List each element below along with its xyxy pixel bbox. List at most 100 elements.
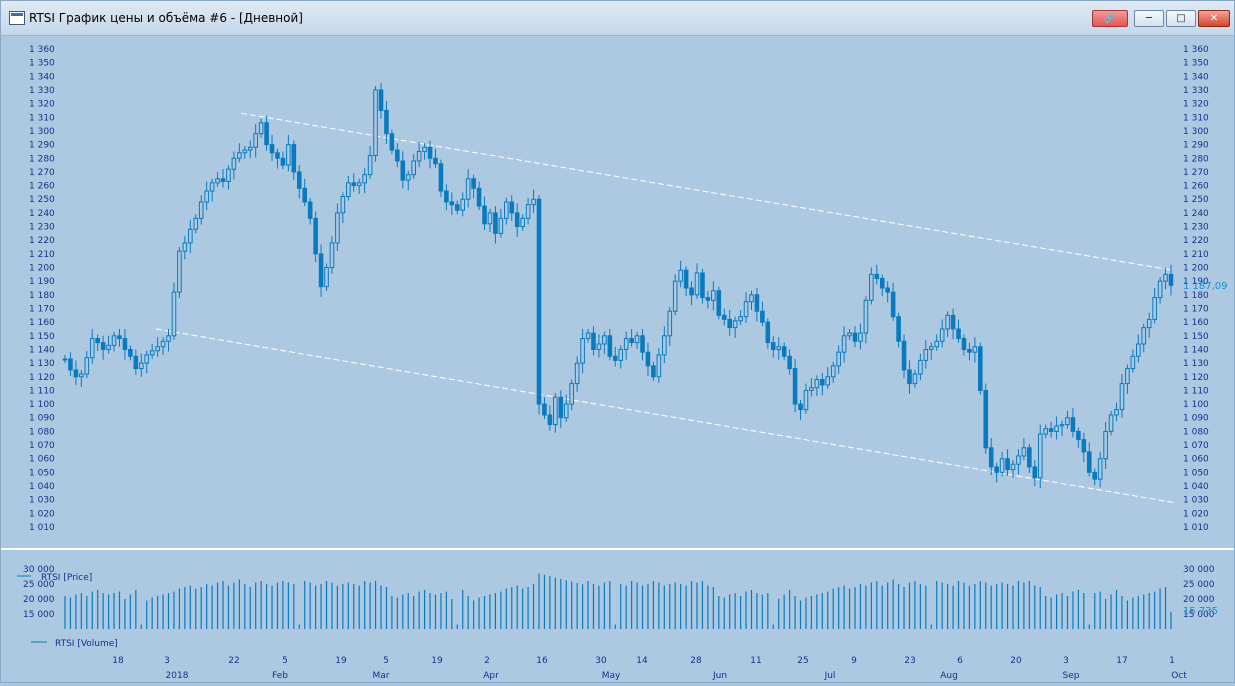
candle[interactable] — [155, 337, 160, 357]
candle[interactable] — [798, 399, 803, 420]
candle[interactable] — [760, 301, 765, 327]
candle[interactable] — [852, 326, 858, 348]
candle[interactable] — [166, 328, 171, 352]
candle[interactable] — [721, 308, 727, 326]
candle[interactable] — [504, 197, 509, 225]
candle[interactable] — [395, 143, 400, 168]
candle[interactable] — [792, 359, 798, 413]
candle[interactable] — [1130, 349, 1136, 373]
candle[interactable] — [1037, 424, 1043, 489]
close-button[interactable]: ✕ — [1198, 10, 1230, 27]
candle[interactable] — [1092, 468, 1098, 486]
candle[interactable] — [405, 170, 411, 191]
candle[interactable] — [247, 140, 253, 159]
candle[interactable] — [128, 345, 133, 361]
candle[interactable] — [563, 394, 569, 422]
candle[interactable] — [1048, 421, 1054, 438]
candle[interactable] — [1108, 410, 1114, 436]
candle[interactable] — [514, 203, 520, 237]
candle[interactable] — [275, 148, 280, 169]
candle[interactable] — [645, 342, 651, 377]
candle[interactable] — [961, 334, 967, 356]
candle[interactable] — [879, 274, 885, 297]
candle[interactable] — [580, 328, 585, 374]
candle[interactable] — [133, 349, 139, 375]
candle[interactable] — [683, 266, 689, 297]
candle[interactable] — [79, 369, 84, 388]
candle[interactable] — [302, 178, 308, 207]
candle[interactable] — [956, 319, 961, 343]
candle[interactable] — [117, 328, 122, 347]
candle[interactable] — [384, 100, 389, 144]
candle[interactable] — [1027, 443, 1032, 474]
candle[interactable] — [198, 195, 204, 225]
candle[interactable] — [1065, 410, 1070, 429]
candle[interactable] — [716, 286, 722, 320]
candle[interactable] — [705, 290, 711, 309]
candle[interactable] — [814, 375, 820, 396]
candle[interactable] — [787, 349, 792, 375]
candle[interactable] — [411, 154, 416, 179]
candle[interactable] — [400, 151, 406, 189]
candle[interactable] — [847, 328, 852, 340]
candle[interactable] — [988, 438, 994, 476]
channel-upper-line[interactable] — [240, 112, 1174, 271]
candle[interactable] — [204, 181, 209, 211]
candle[interactable] — [427, 140, 433, 169]
candle[interactable] — [231, 151, 237, 180]
candle[interactable] — [1157, 277, 1163, 304]
candle[interactable] — [422, 143, 427, 160]
candle[interactable] — [269, 135, 275, 161]
candle[interactable] — [678, 260, 683, 288]
candle[interactable] — [111, 331, 117, 352]
candle[interactable] — [662, 326, 667, 364]
candle[interactable] — [950, 308, 956, 340]
candle[interactable] — [1081, 432, 1087, 463]
candle[interactable] — [531, 189, 536, 213]
candle[interactable] — [264, 115, 269, 151]
candle[interactable] — [416, 141, 422, 168]
candle[interactable] — [286, 135, 291, 172]
candle[interactable] — [465, 169, 471, 208]
candle[interactable] — [487, 208, 493, 233]
candle[interactable] — [444, 184, 449, 211]
candle[interactable] — [220, 169, 226, 188]
candle[interactable] — [972, 337, 978, 363]
candle[interactable] — [1016, 449, 1021, 475]
candle[interactable] — [809, 378, 814, 397]
candle[interactable] — [547, 405, 553, 431]
candle[interactable] — [978, 342, 983, 395]
candle[interactable] — [890, 282, 896, 321]
candle[interactable] — [367, 145, 373, 179]
candle[interactable] — [1086, 442, 1092, 477]
candle[interactable] — [362, 167, 367, 194]
candle[interactable] — [945, 311, 950, 338]
candle[interactable] — [389, 129, 395, 155]
candle[interactable] — [754, 288, 760, 322]
candle[interactable] — [346, 176, 351, 201]
candle[interactable] — [700, 268, 705, 304]
candle[interactable] — [874, 264, 880, 285]
candle[interactable] — [454, 200, 460, 215]
candle[interactable] — [237, 143, 242, 163]
candle[interactable] — [1010, 460, 1016, 478]
candle[interactable] — [1005, 449, 1010, 476]
candle[interactable] — [634, 331, 640, 349]
candle[interactable] — [471, 174, 476, 199]
candle[interactable] — [885, 281, 890, 303]
candle[interactable] — [378, 83, 384, 119]
candle[interactable] — [68, 352, 73, 377]
candle[interactable] — [89, 328, 95, 364]
candle[interactable] — [106, 335, 111, 354]
candle[interactable] — [640, 328, 645, 361]
title-bar[interactable]: RTSI График цены и объёма #6 - [Дневной]… — [1, 1, 1234, 36]
candle[interactable] — [1070, 408, 1076, 438]
candle[interactable] — [171, 282, 177, 340]
link-button[interactable]: 🔗 — [1092, 10, 1128, 27]
candle[interactable] — [340, 192, 346, 224]
candle[interactable] — [307, 197, 313, 225]
candle[interactable] — [1054, 416, 1059, 440]
candle[interactable] — [656, 348, 662, 383]
candle[interactable] — [558, 390, 564, 428]
candle[interactable] — [607, 328, 613, 361]
